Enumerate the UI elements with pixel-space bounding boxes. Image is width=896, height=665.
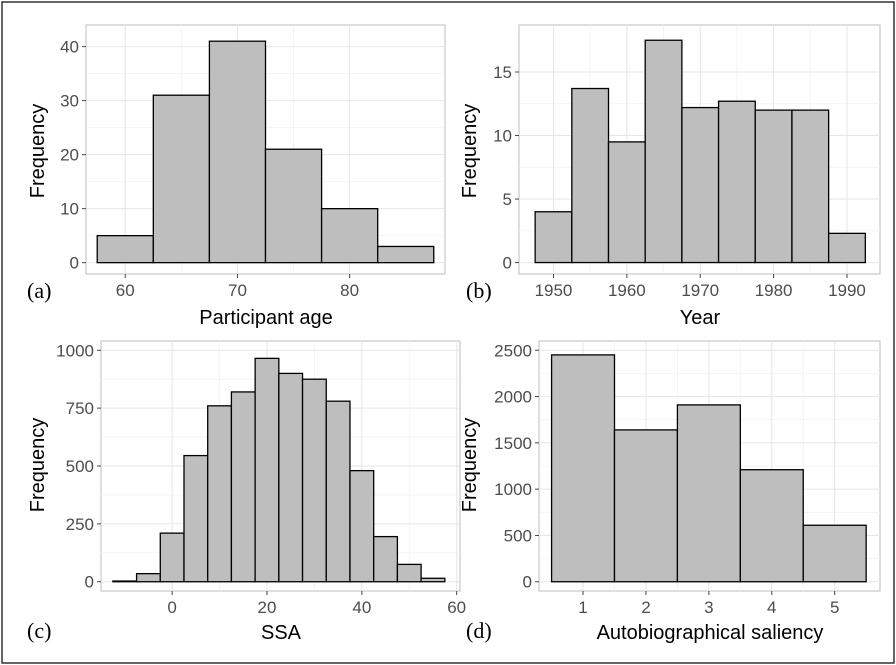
panel-c-histogram-bar — [420, 577, 446, 583]
panel-d-histogram-bar — [676, 404, 741, 583]
panel-d-x-tick-label: 5 — [830, 598, 839, 617]
panel-a-x-tick-label: 60 — [116, 281, 135, 300]
panel-a-y-tick-label: 0 — [70, 254, 79, 273]
panel-d-histogram-bar — [739, 469, 804, 583]
panel-c-y-tick-label: 750 — [66, 399, 94, 418]
panel-a-histogram-bar — [264, 148, 323, 264]
panel-c-histogram-bar — [183, 454, 209, 583]
panel-b-x-tick-label: 1970 — [681, 281, 719, 300]
panel-c-histogram-bar — [135, 572, 161, 583]
panel-c: 0 20 40 60 0 250 500 750 1000 — [56, 340, 466, 617]
panel-b-label: (b) — [466, 278, 492, 303]
panel-d-x-axis-title: Autobiographical saliency — [597, 622, 824, 644]
panel-d-x-tick-label: 4 — [767, 598, 776, 617]
panel-d-y-tick-label: 500 — [504, 526, 532, 545]
panel-c-histogram-bar — [325, 400, 351, 583]
panel-c-x-axis-title: SSA — [261, 622, 302, 644]
panel-c-histogram-bar — [254, 357, 280, 583]
panel-b-histogram-bar — [571, 87, 610, 264]
panel-c-y-axis-title: Frequency — [27, 418, 49, 513]
panel-c-histogram-bar — [373, 535, 399, 583]
panel-d-y-tick-label: 1500 — [494, 434, 532, 453]
panel-c-x-tick-label: 60 — [447, 598, 466, 617]
panel-d-x-tick-label: 2 — [641, 598, 650, 617]
panel-d-y-axis-title: Frequency — [459, 418, 481, 513]
panel-c-histogram-bar — [278, 372, 304, 583]
panel-b-histogram-bar — [791, 109, 830, 264]
panel-b-x-tick-label: 1950 — [535, 281, 573, 300]
panel-c-histogram-bar — [230, 391, 256, 583]
panel-a-histogram-bar — [377, 245, 435, 264]
panel-c-x-tick-label: 20 — [258, 598, 277, 617]
panel-a-y-tick-label: 30 — [60, 92, 79, 111]
panel-d-histogram-bar — [802, 524, 867, 583]
panel-b-x-tick-label: 1990 — [828, 281, 866, 300]
panel-c-y-tick-label: 0 — [85, 573, 94, 592]
panel-c-y-tick-label: 250 — [66, 515, 94, 534]
panel-b-x-tick-label: 1980 — [755, 281, 793, 300]
panel-a-x-tick-label: 80 — [340, 281, 359, 300]
panel-b-histogram-bar — [607, 141, 646, 264]
panel-b-y-tick-label: 10 — [493, 127, 512, 146]
panel-a-x-tick-label: 70 — [228, 281, 247, 300]
panel-b-y-tick-label: 5 — [503, 190, 512, 209]
panel-a-y-tick-label: 10 — [60, 200, 79, 219]
panel-b-histogram-bar — [534, 211, 573, 264]
panel-c-x-tick-label: 0 — [167, 598, 176, 617]
panel-c-histogram-bar — [349, 469, 375, 583]
panel-d-y-tick-label: 0 — [523, 573, 532, 592]
panel-d-x-tick-label: 1 — [578, 598, 587, 617]
panel-b: 1950 1960 1970 1980 1990 0 5 10 15 — [493, 24, 881, 300]
panel-d: 1 2 3 4 5 0 500 1000 1500 2000 2500 — [494, 340, 881, 617]
panel-a-x-axis-title: Participant age — [199, 307, 332, 329]
panel-c-histogram-bar — [396, 563, 422, 583]
panel-a-histogram-bar — [152, 94, 211, 264]
panel-a-histogram-bar — [320, 207, 379, 264]
panel-a-histogram-bar — [208, 40, 267, 264]
panel-b-y-tick-label: 15 — [493, 63, 512, 82]
panel-d-y-tick-label: 2500 — [494, 341, 532, 360]
panel-c-label: (c) — [27, 618, 51, 643]
panel-b-y-tick-label: 0 — [503, 254, 512, 273]
panel-a-histogram-bar — [96, 235, 154, 264]
panel-a-y-tick-label: 40 — [60, 38, 79, 57]
panel-c-histogram-bar — [207, 405, 233, 583]
panel-d-histogram-bar — [550, 354, 616, 583]
panel-b-x-tick-label: 1960 — [608, 281, 646, 300]
panel-c-histogram-bar — [159, 532, 185, 583]
panel-d-y-tick-label: 2000 — [494, 388, 532, 407]
panel-c-x-tick-label: 40 — [352, 598, 371, 617]
panel-c-y-tick-label: 1000 — [56, 341, 94, 360]
panel-b-y-axis-title: Frequency — [459, 104, 481, 199]
panel-d-y-tick-label: 1000 — [494, 480, 532, 499]
panel-d-x-tick-label: 3 — [704, 598, 713, 617]
panel-b-histogram-bar — [827, 232, 866, 264]
panel-d-histogram-bar — [613, 429, 679, 583]
panel-c-y-tick-label: 500 — [66, 457, 94, 476]
panel-d-label: (d) — [466, 618, 492, 643]
panel-a: 60 70 80 0 10 20 30 40 — [60, 24, 446, 300]
panel-b-histogram-bar — [754, 109, 793, 264]
panel-c-histogram-bar — [112, 580, 138, 583]
panel-b-histogram-bar — [717, 100, 756, 264]
panel-a-y-axis-title: Frequency — [27, 104, 49, 199]
panel-b-histogram-bar — [681, 106, 720, 264]
panel-a-y-tick-label: 20 — [60, 146, 79, 165]
panel-b-x-axis-title: Year — [680, 307, 721, 329]
panel-a-label: (a) — [27, 278, 51, 303]
panel-c-histogram-bar — [301, 378, 327, 583]
panel-b-histogram-bar — [644, 39, 683, 264]
